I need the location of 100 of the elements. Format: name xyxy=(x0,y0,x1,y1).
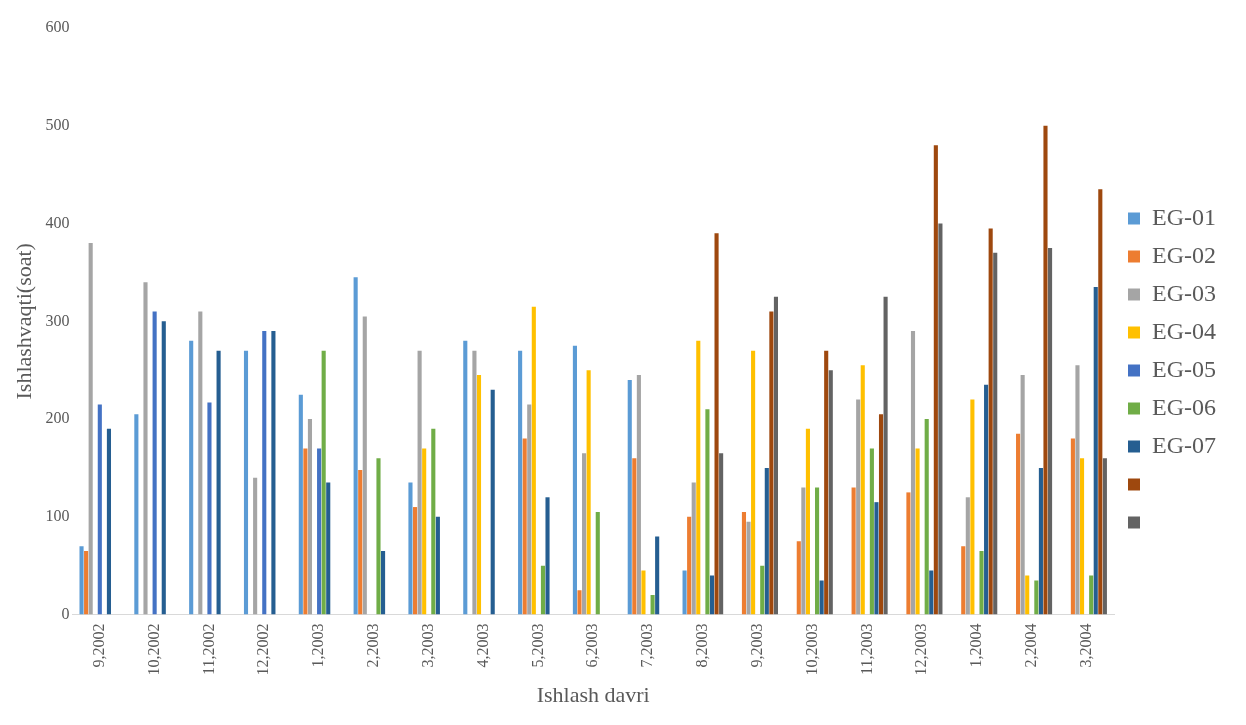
bar xyxy=(271,331,276,615)
bar xyxy=(1048,247,1053,615)
bar xyxy=(1075,365,1080,615)
bar xyxy=(262,331,267,615)
bar xyxy=(545,497,550,615)
x-tick-label: 2,2004 xyxy=(1021,623,1039,668)
y-tick-label: 0 xyxy=(61,604,70,622)
bar xyxy=(1089,575,1094,615)
bar xyxy=(915,448,920,615)
bar xyxy=(938,223,943,615)
x-axis-title: Ishlash davri xyxy=(536,681,650,707)
bar xyxy=(1043,125,1048,615)
x-tick-label: 1,2003 xyxy=(309,623,327,668)
bar xyxy=(687,516,692,615)
bar xyxy=(326,482,331,615)
bar xyxy=(408,482,413,615)
bar xyxy=(161,321,166,615)
bar xyxy=(358,469,363,615)
bar xyxy=(856,399,861,615)
bar xyxy=(321,350,326,615)
x-tick-label: 12,2003 xyxy=(912,623,930,676)
bar xyxy=(189,340,194,615)
bar xyxy=(764,467,769,615)
bar xyxy=(540,565,546,615)
bar xyxy=(691,482,696,615)
bar xyxy=(650,595,655,615)
bar xyxy=(696,340,701,615)
x-tick-label: 10,2002 xyxy=(144,623,162,676)
bar xyxy=(79,546,84,615)
bar xyxy=(353,277,358,615)
legend-label: EG-04 xyxy=(1152,317,1216,344)
bar xyxy=(522,438,527,615)
bar xyxy=(381,551,386,615)
bar xyxy=(769,311,774,615)
bar xyxy=(476,375,482,615)
x-tick-label: 6,2003 xyxy=(583,623,601,668)
legend-label: EG-01 xyxy=(1152,203,1216,230)
bar xyxy=(531,306,536,615)
y-tick-label: 200 xyxy=(45,409,70,427)
bar xyxy=(746,521,751,615)
bar xyxy=(431,428,436,615)
bar xyxy=(910,331,916,615)
bar xyxy=(84,551,89,615)
bar xyxy=(1034,580,1039,615)
bar xyxy=(641,570,646,615)
bar xyxy=(527,404,532,615)
bar xyxy=(819,580,824,615)
legend-label: EG-05 xyxy=(1152,355,1216,382)
bar xyxy=(655,536,660,615)
bar xyxy=(979,551,984,615)
y-tick-label: 100 xyxy=(45,507,70,525)
x-tick-label: 1,2004 xyxy=(967,623,985,668)
bar xyxy=(97,404,102,615)
bar xyxy=(417,350,422,615)
bar xyxy=(741,511,747,615)
bar xyxy=(298,394,303,615)
bar xyxy=(682,570,687,615)
x-tick-label: 9,2003 xyxy=(747,623,765,668)
bar xyxy=(243,350,249,615)
bar xyxy=(572,345,577,615)
bar xyxy=(984,384,989,615)
bar xyxy=(1093,287,1098,615)
bar xyxy=(1025,575,1030,615)
bar xyxy=(595,511,600,615)
bar xyxy=(435,516,440,615)
bar xyxy=(988,228,993,615)
bar xyxy=(878,414,884,615)
bar xyxy=(773,296,778,615)
bar xyxy=(1079,458,1085,615)
bar xyxy=(965,497,970,615)
y-tick-label: 300 xyxy=(45,311,70,329)
bar xyxy=(705,409,710,615)
bar xyxy=(198,311,203,615)
bar xyxy=(586,370,591,615)
bar xyxy=(1102,458,1107,615)
bar xyxy=(216,350,221,615)
bar xyxy=(207,402,212,615)
bar xyxy=(860,365,865,615)
bar xyxy=(883,296,888,615)
bar xyxy=(851,487,856,615)
bar xyxy=(490,389,495,615)
bar xyxy=(577,590,582,615)
bar xyxy=(253,477,258,615)
bar xyxy=(874,502,879,615)
bar xyxy=(143,282,148,615)
bar xyxy=(906,492,911,615)
bar xyxy=(582,453,587,615)
x-tick-label: 2,2003 xyxy=(364,623,382,668)
x-tick-label: 7,2003 xyxy=(638,623,656,668)
x-tick-label: 4,2003 xyxy=(473,623,491,668)
x-tick-label: 11,2003 xyxy=(857,623,875,676)
bar xyxy=(134,414,139,615)
y-axis-title: Ishlashvaqti(soat) xyxy=(10,243,36,400)
bar xyxy=(152,311,157,615)
bar xyxy=(751,350,756,615)
bar xyxy=(714,233,719,615)
x-tick-label: 9,2002 xyxy=(90,623,108,668)
x-tick-label: 12,2002 xyxy=(254,623,272,676)
bar xyxy=(303,448,308,615)
bar xyxy=(709,575,715,615)
